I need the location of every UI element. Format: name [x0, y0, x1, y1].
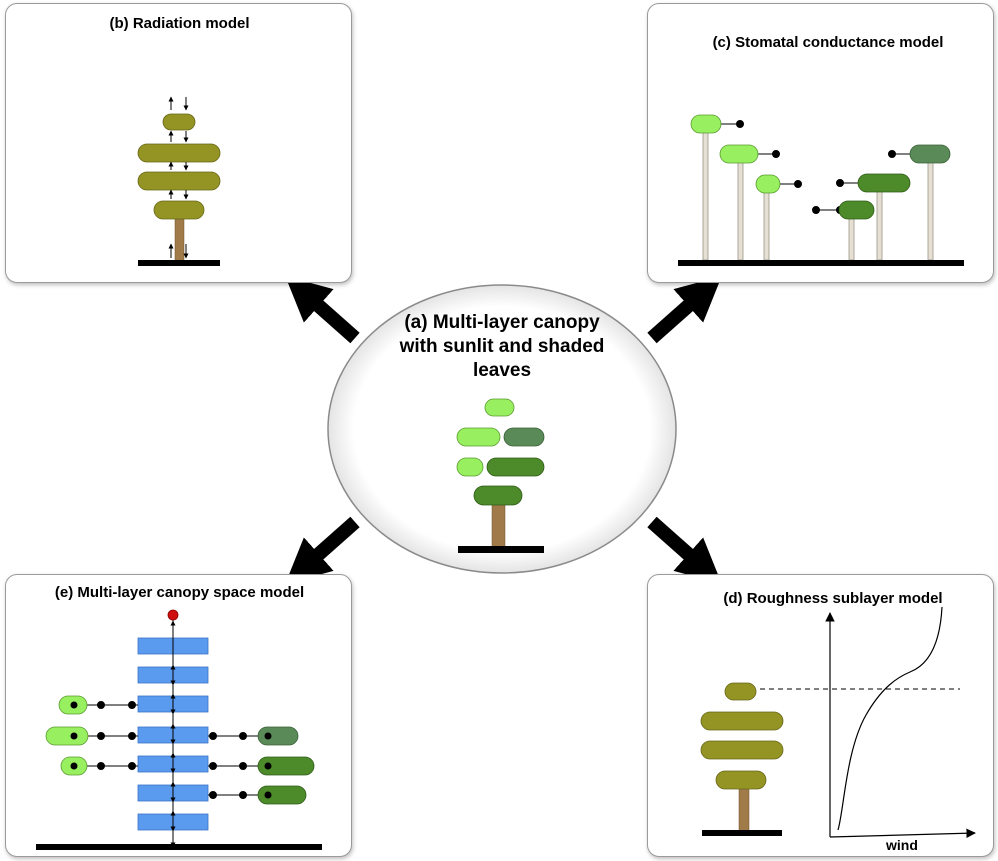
roughness-diagram: [700, 606, 976, 839]
stomatal-leaves-diagram: [678, 114, 964, 266]
shaded-leaf-1: [838, 200, 875, 220]
leaf-layer-4: [715, 770, 767, 790]
sunlit-leaf-2: [719, 144, 759, 164]
shaded-leaf-2: [857, 173, 911, 193]
panel-radiation-model: (b) Radiation model: [5, 3, 352, 283]
leaf-layer-3: [700, 740, 784, 760]
sunlit-leaf-1: [690, 114, 722, 134]
canopy-space-diagram: [36, 609, 322, 850]
central-circle: [327, 284, 677, 574]
wind-profile-curve: [837, 606, 943, 831]
ground-line: [36, 844, 322, 850]
shaded-leaf-bottom: [473, 485, 523, 506]
panel-multi-layer-canopy: (a) Multi-layer canopy with sunlit and s…: [326, 283, 678, 575]
trunk: [738, 786, 750, 833]
wind-axis-label: wind: [886, 837, 918, 853]
ground-line: [678, 260, 964, 266]
shaded-leaf-3: [909, 144, 951, 164]
sunlit-leaf-2: [45, 726, 89, 746]
wind-axis: [829, 828, 976, 839]
source-dot: [167, 609, 179, 621]
shaded-leaf-right-2: [486, 457, 545, 477]
ground-line: [702, 830, 782, 836]
panel-stomatal-conductance-model: (c) Stomatal conductance model: [647, 3, 994, 283]
arrow-to-c: [647, 276, 722, 344]
panel-b-title: (b) Radiation model: [109, 15, 250, 32]
ground-line: [138, 260, 220, 266]
radiation-flux-arrows: [168, 96, 189, 259]
sunlit-leaf-top: [484, 398, 515, 417]
sunlit-leaf-3: [755, 174, 781, 194]
arrow-to-b: [285, 276, 360, 344]
panel-a-title: (a) Multi-layer canopy with sunlit and s…: [399, 312, 605, 381]
leaf-layer-2: [137, 143, 221, 163]
sunlit-leaf-left-2: [456, 457, 484, 477]
leaf-layer-1: [724, 682, 757, 701]
sunlit-leaf-left-1: [456, 427, 501, 447]
leaf-resistance-links: [712, 120, 921, 214]
panel-canopy-space-model: (e) Multi-layer canopy space model: [5, 574, 352, 857]
shaded-leaf-right-1: [503, 427, 545, 447]
leaf-layer-3: [137, 171, 221, 191]
panel-d-title: (d) Roughness sublayer model: [723, 590, 943, 607]
leaf-layer-2: [700, 711, 784, 731]
panel-c-title: (c) Stomatal conductance model: [712, 34, 944, 51]
shaded-leaf-3: [257, 785, 307, 805]
ground-line: [458, 546, 544, 553]
arrow-to-e: [285, 516, 360, 584]
shaded-leaf-1: [257, 726, 299, 746]
radiation-tree-diagram: [137, 96, 221, 266]
shaded-leaf-2: [257, 756, 315, 776]
leaf-links: [70, 701, 272, 799]
leaf-layer-4: [153, 200, 205, 220]
arrow-to-d: [647, 516, 722, 584]
trunk: [174, 213, 185, 263]
panel-roughness-sublayer-model: (d) Roughness sublayer model wind: [647, 574, 994, 857]
panel-e-title: (e) Multi-layer canopy space model: [54, 584, 305, 601]
trunk: [491, 500, 506, 550]
leaf-layer-1: [162, 113, 196, 131]
